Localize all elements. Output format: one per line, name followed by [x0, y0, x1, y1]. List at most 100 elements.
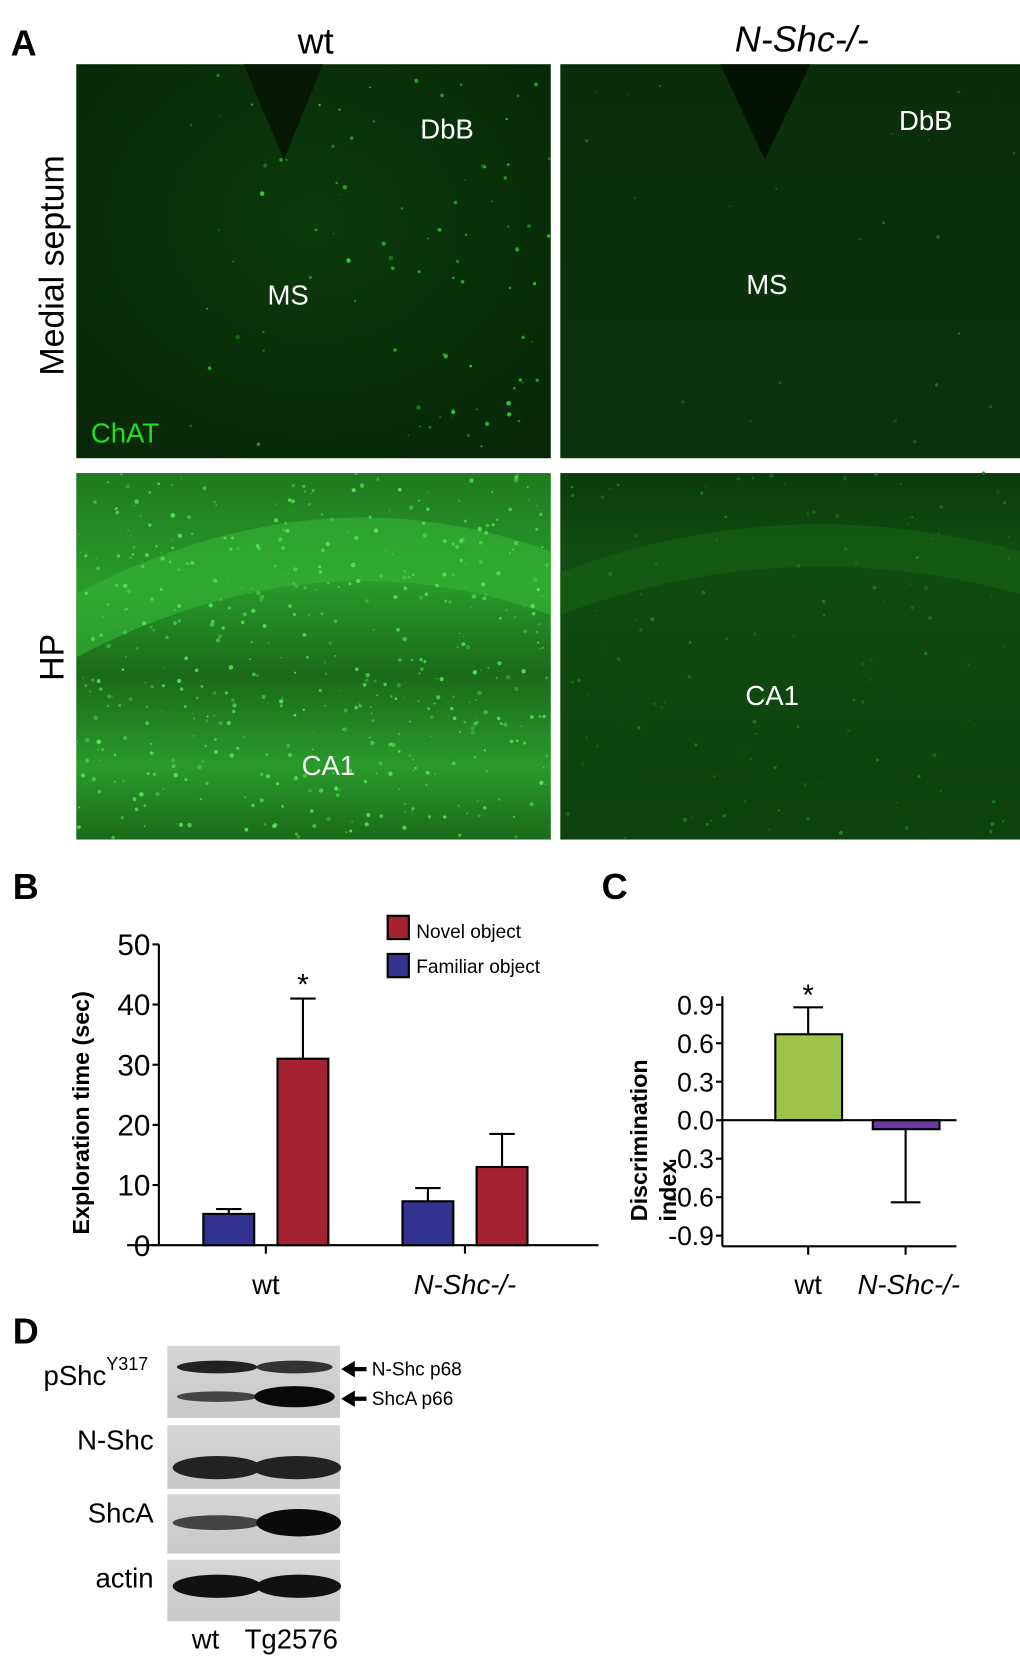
cell-speck: [355, 472, 358, 476]
cell-speck: [365, 678, 369, 682]
cell-speck: [521, 381, 524, 384]
cell-speck: [362, 682, 367, 687]
cell-speck: [535, 505, 538, 507]
cell-speck: [565, 811, 570, 817]
cell-speck: [530, 603, 535, 609]
cell-speck: [860, 661, 865, 666]
cell-speck: [777, 809, 781, 812]
label-dbb-wt: DbB: [420, 113, 474, 144]
cell-speck: [536, 587, 540, 592]
legend-swatch-familiar: [386, 952, 410, 979]
cell-speck: [803, 782, 807, 787]
cell-speck: [480, 445, 483, 448]
cell-speck: [170, 513, 176, 518]
cell-speck: [928, 112, 932, 117]
cell-speck: [844, 547, 848, 551]
cell-speck: [806, 816, 810, 821]
cell-speck: [196, 696, 199, 700]
cell-speck: [184, 778, 188, 781]
cell-speck: [125, 484, 130, 489]
cell-speck: [459, 632, 461, 635]
cell-speck: [904, 826, 909, 831]
cell-speck: [221, 626, 225, 630]
cell-speck: [517, 419, 521, 423]
cell-speck: [468, 701, 471, 704]
cell-speck: [653, 702, 657, 706]
cell-speck: [122, 779, 125, 783]
cell-speck: [988, 404, 993, 409]
cell-speck: [515, 739, 519, 743]
cell-speck: [372, 120, 375, 123]
cell-speck: [869, 678, 873, 682]
cell-speck: [602, 647, 605, 650]
cell-speck: [459, 122, 463, 125]
cell-speck: [148, 523, 152, 527]
cell-speck: [383, 682, 387, 687]
cell-speck: [872, 585, 877, 590]
cell-speck: [285, 158, 288, 161]
cell-speck: [262, 624, 267, 629]
cell-speck: [397, 487, 402, 492]
cell-speck: [426, 507, 430, 512]
cell-speck: [173, 772, 178, 778]
cell-speck: [75, 740, 78, 743]
cell-speck: [846, 729, 850, 733]
cell-speck: [110, 695, 114, 698]
cell-speck: [345, 831, 348, 833]
cell-speck: [608, 487, 611, 490]
cell-speck: [491, 490, 494, 493]
cell-speck: [334, 619, 338, 623]
cell-speck: [396, 627, 400, 632]
western-blot: [167, 1345, 342, 1622]
cell-speck: [487, 666, 490, 669]
cell-speck: [146, 772, 150, 775]
cell-speck: [822, 614, 826, 617]
cell-speck: [139, 591, 141, 593]
cell-speck: [372, 628, 375, 631]
cell-speck: [547, 156, 552, 161]
panel-c-label: C: [602, 866, 628, 907]
cell-speck: [546, 234, 551, 238]
cell-speck: [996, 490, 1000, 494]
cell-speck: [123, 608, 126, 611]
cell-speck: [571, 493, 575, 498]
cell-speck: [484, 593, 487, 596]
cell-speck: [896, 801, 898, 804]
cell-speck: [424, 592, 429, 596]
cell-speck: [106, 480, 110, 484]
cell-speck: [939, 789, 942, 792]
cell-speck: [512, 548, 515, 551]
cell-speck: [545, 676, 549, 680]
cell-speck: [219, 597, 223, 602]
cell-speck: [957, 90, 961, 94]
cell-speck: [96, 739, 102, 745]
cell-speck: [452, 276, 455, 280]
cell-speck: [869, 658, 873, 662]
cell-speck: [909, 583, 913, 586]
cell-speck: [209, 622, 215, 627]
cell-speck: [388, 255, 394, 261]
cell-speck: [229, 547, 233, 551]
cell-speck: [168, 560, 172, 564]
cell-speck: [503, 722, 508, 727]
cell-speck: [412, 758, 415, 761]
cell-speck: [97, 789, 102, 794]
cell-speck: [459, 558, 463, 563]
cell-speck: [408, 505, 414, 510]
cell-speck: [201, 760, 204, 763]
cell-speck: [470, 725, 475, 730]
cell-speck: [140, 564, 145, 569]
x-tick-label: N-Shc-/-: [858, 1269, 960, 1300]
cell-speck: [99, 633, 103, 637]
cell-speck: [397, 750, 401, 753]
cell-speck: [393, 348, 397, 352]
cell-speck: [308, 275, 313, 280]
cell-speck: [523, 629, 527, 633]
cell-speck: [150, 684, 154, 689]
cell-speck: [251, 672, 256, 677]
cell-speck: [230, 698, 235, 702]
cell-speck: [192, 712, 194, 715]
cell-speck: [250, 103, 254, 106]
cell-speck: [354, 705, 359, 710]
cell-speck: [368, 736, 371, 739]
